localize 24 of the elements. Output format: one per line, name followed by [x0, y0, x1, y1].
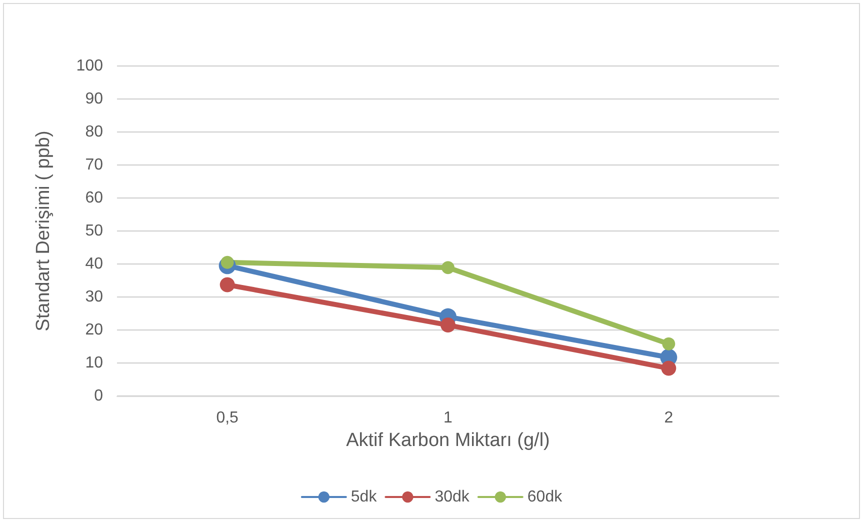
- legend-label: 60dk: [527, 488, 564, 506]
- point: [442, 261, 454, 274]
- y-tick-label: 0: [94, 388, 104, 404]
- x-tick-label: 0,5: [216, 410, 239, 426]
- y-axis-title: Standart Derişimi ( ppb): [33, 130, 54, 332]
- y-tick-label: 70: [85, 156, 104, 174]
- point: [220, 277, 235, 292]
- y-tick-label: 60: [85, 190, 104, 206]
- y-tick-label: 80: [85, 124, 104, 140]
- y-tick-label: 90: [85, 90, 104, 108]
- y-tick-label: 50: [85, 222, 104, 240]
- x-tick-label: 2: [664, 410, 674, 426]
- y-tick-label: 20: [85, 322, 104, 338]
- y-tick-label: 40: [85, 256, 104, 272]
- x-tick-label: 1: [444, 410, 453, 426]
- legend-label: 30dk: [434, 488, 470, 506]
- y-tick-label: 10: [85, 354, 104, 372]
- point: [440, 318, 456, 333]
- legend-label: 5dk: [350, 488, 378, 506]
- x-axis-title: Aktif Karbon Miktarı (g/l): [346, 430, 550, 451]
- y-tick-label: 30: [85, 288, 104, 306]
- point: [662, 337, 676, 350]
- y-tick-label: 100: [76, 58, 104, 74]
- point: [661, 360, 676, 376]
